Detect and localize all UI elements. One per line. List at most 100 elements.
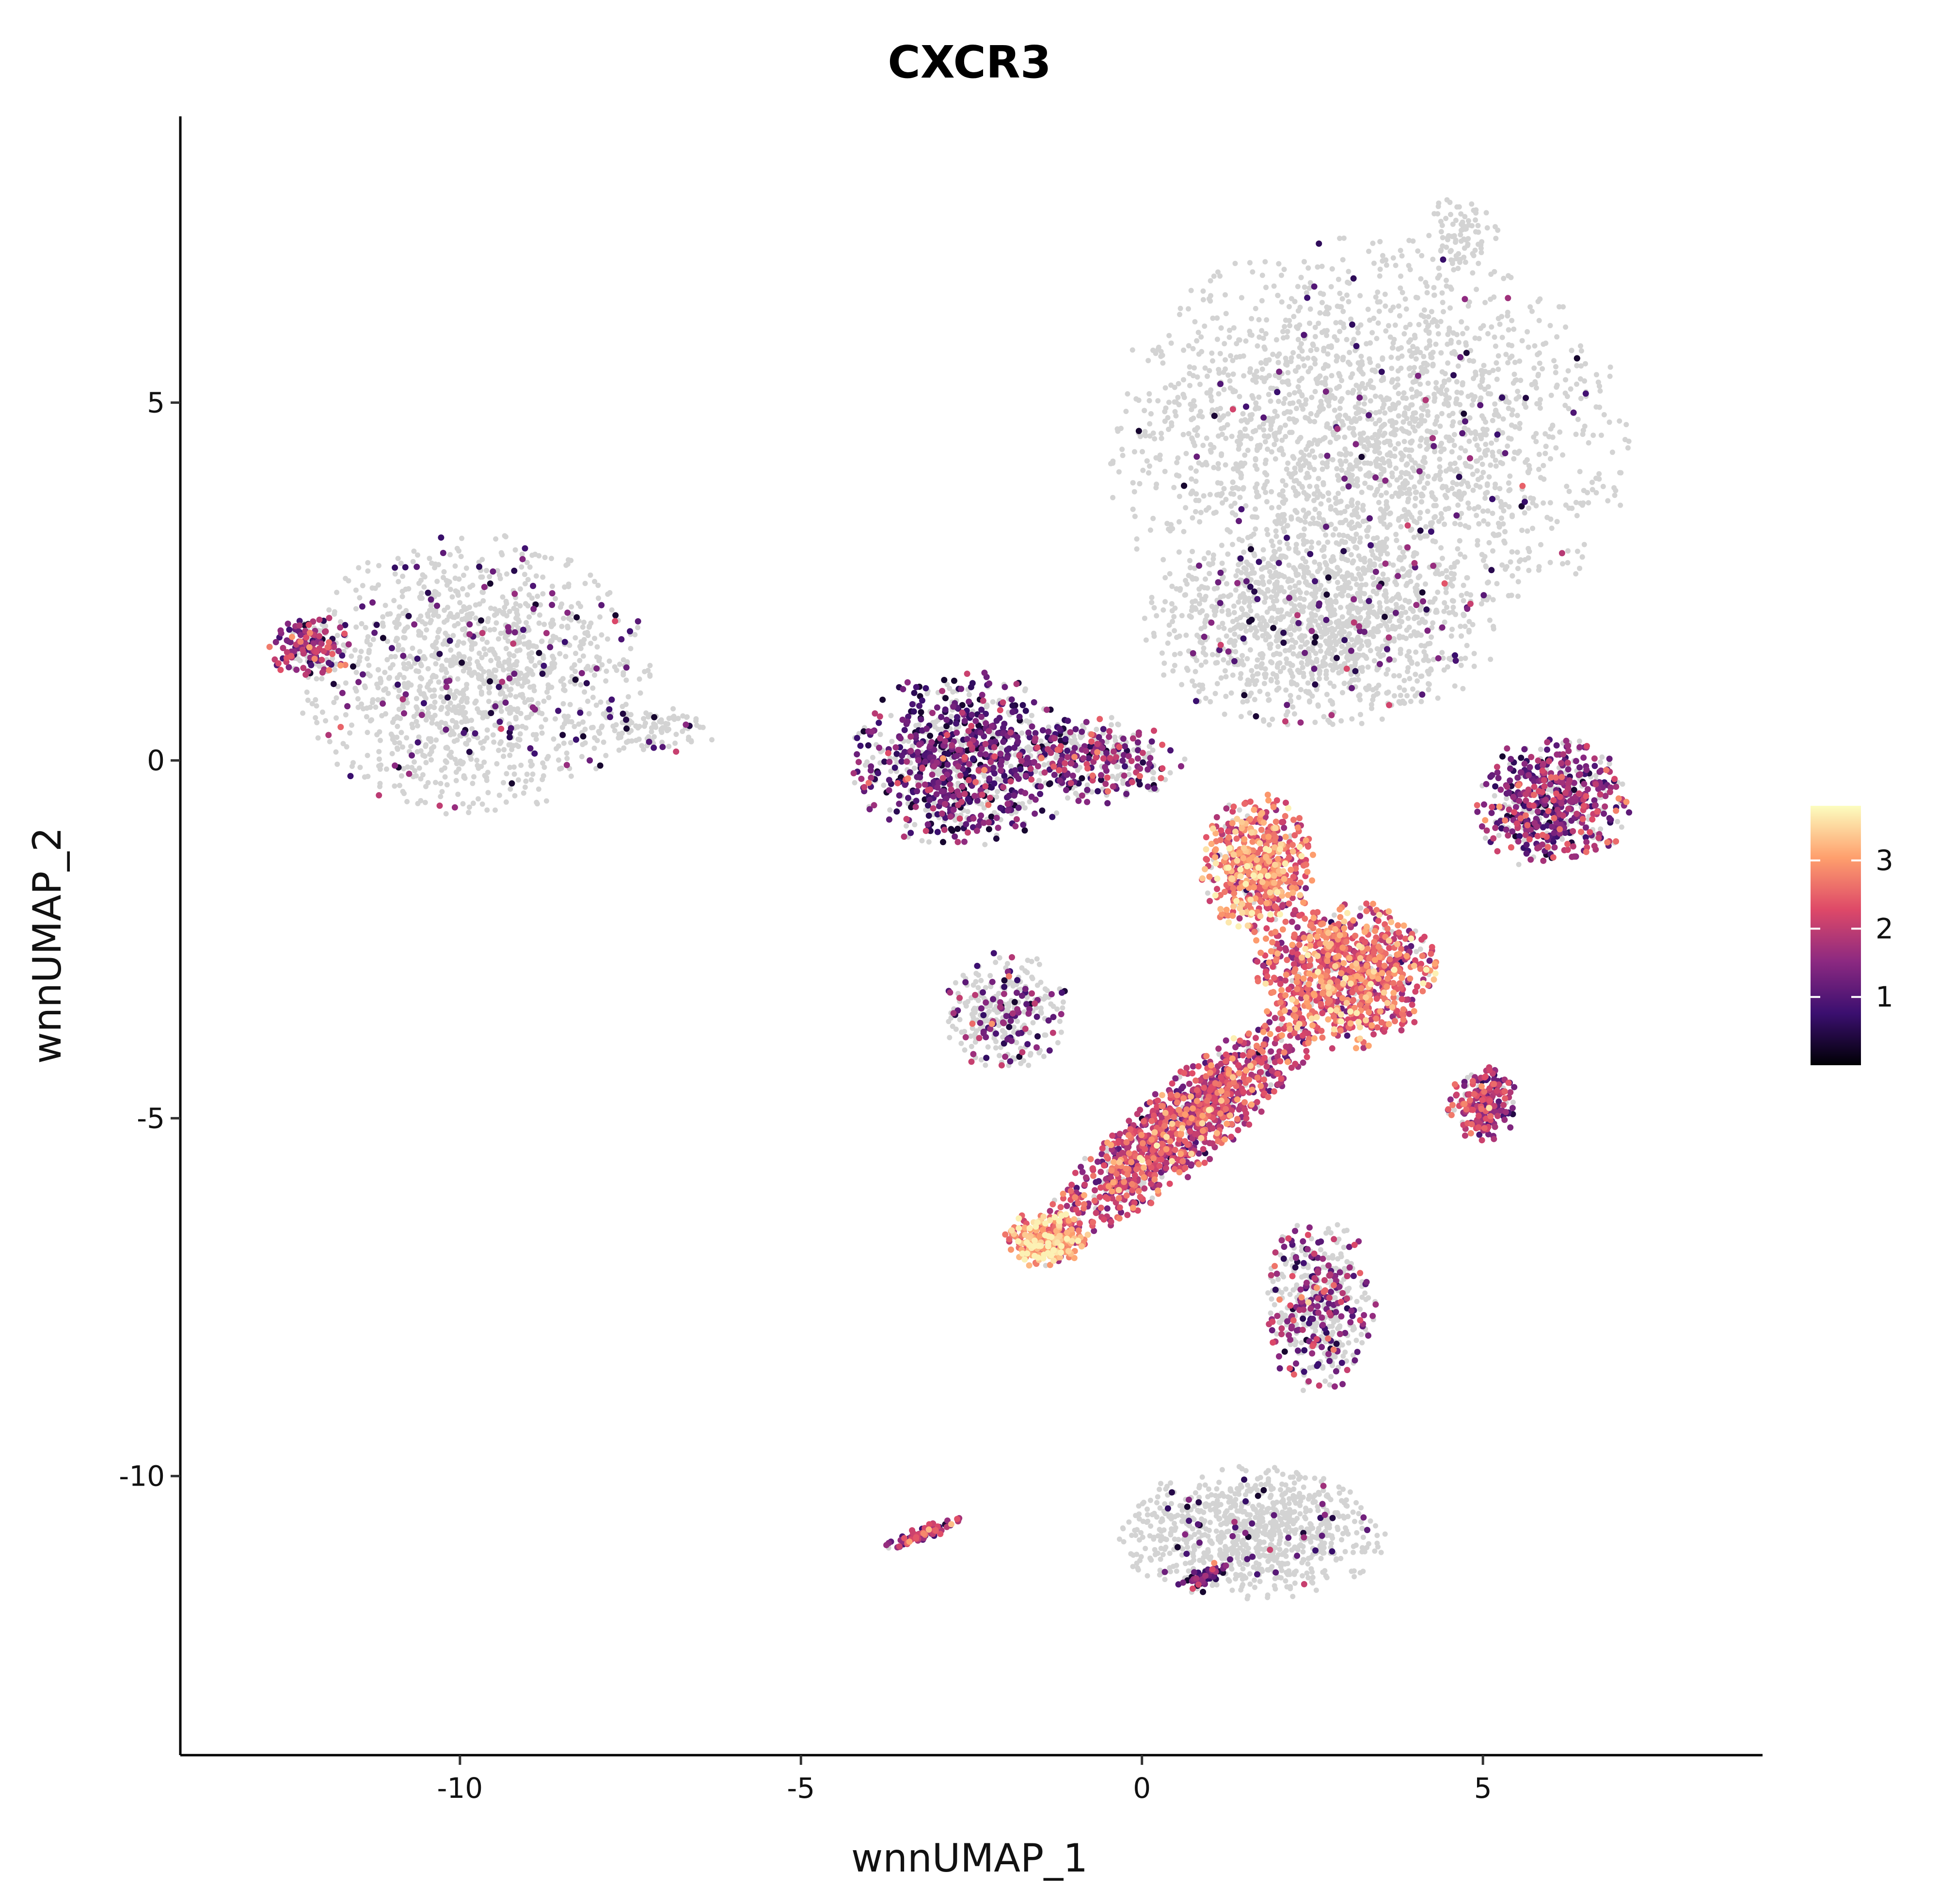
cell-point-background: [628, 646, 634, 652]
cell-point-background: [1358, 369, 1364, 374]
cell-point-background: [408, 743, 414, 749]
cell-point-background: [1500, 521, 1506, 527]
cell-point-background: [469, 718, 474, 723]
cell-point-background: [1181, 528, 1187, 534]
cell-point-background: [1172, 384, 1177, 390]
cell-point-background: [1361, 565, 1366, 571]
cell-point-background: [1339, 419, 1345, 424]
cell-point-background: [568, 773, 574, 779]
cell-point-background: [636, 736, 642, 742]
cell-point-background: [1457, 522, 1463, 528]
cell-point-background: [1241, 433, 1247, 439]
cell-point-background: [1136, 398, 1142, 403]
cell-point-background: [1319, 330, 1325, 336]
cell-point-background: [1452, 461, 1458, 466]
cell-point-background: [442, 765, 447, 771]
cell-point-background: [454, 724, 460, 730]
cell-point-background: [1254, 664, 1259, 670]
cell-point-background: [1194, 632, 1200, 638]
cell-point-background: [452, 660, 458, 666]
cell-point-background: [572, 662, 577, 668]
cell-point-background: [370, 637, 376, 642]
cell-point-background: [314, 720, 320, 725]
cell-point-background: [561, 615, 566, 621]
cell-point-background: [1300, 484, 1305, 490]
cell-point-background: [1492, 485, 1498, 491]
cell-point-background: [623, 677, 629, 683]
cell-point-background: [1160, 557, 1166, 562]
cell-point-background: [1169, 601, 1175, 607]
cell-point-background: [357, 655, 363, 660]
cell-point-background: [1319, 663, 1325, 669]
cell-point-background: [1466, 505, 1472, 511]
cell-point-background: [370, 697, 376, 703]
cell-point-background: [1372, 368, 1378, 373]
cell-point-background: [1566, 489, 1572, 494]
cell-point-background: [1392, 579, 1398, 585]
cell-point-background: [565, 624, 571, 629]
cell-point-background: [1589, 487, 1595, 493]
cell-point-background: [1399, 470, 1404, 476]
cell-point-background: [441, 699, 446, 704]
cell-point-background: [484, 735, 490, 741]
cell-point-background: [1483, 210, 1489, 216]
cell-point-background: [398, 730, 404, 736]
cell-point-background: [599, 662, 605, 668]
cell-point-background: [1235, 438, 1240, 444]
cell-point-background: [1140, 467, 1146, 473]
cell-point-background: [1421, 307, 1427, 313]
cell-point-background: [1274, 679, 1280, 685]
cell-point-background: [551, 736, 556, 742]
cell-point-background: [580, 641, 586, 647]
cell-point-background: [454, 545, 460, 551]
cell-point-background: [1217, 417, 1223, 423]
cell-point-background: [1324, 333, 1330, 338]
cell-point-background: [1228, 690, 1234, 696]
cell-point-background: [1396, 556, 1402, 562]
cell-point-background: [1494, 581, 1500, 587]
cell-point-background: [1129, 347, 1135, 353]
cell-point-background: [1199, 584, 1205, 590]
cell-point-background: [1554, 334, 1560, 340]
cell-point-background: [422, 800, 428, 805]
cell-point-background: [1414, 520, 1420, 526]
cell-point-background: [1295, 308, 1301, 314]
cell-point-background: [1618, 470, 1624, 476]
cell-point-background: [1412, 550, 1418, 556]
cell-point-background: [1455, 502, 1461, 508]
cell-point-background: [404, 666, 409, 672]
cell-point-background: [1446, 402, 1451, 408]
cell-point-background: [1295, 384, 1301, 390]
cell-point-background: [1509, 353, 1515, 359]
cell-point-background: [1401, 687, 1407, 693]
cell-point-background: [1259, 574, 1265, 580]
cell-point-background: [1337, 520, 1343, 526]
cell-point-background: [1208, 298, 1213, 304]
cell-point-background: [431, 612, 436, 618]
cell-point-background: [1317, 438, 1323, 444]
cell-point-background: [529, 595, 535, 601]
cell-point-background: [1557, 304, 1562, 310]
cell-point-background: [1532, 343, 1538, 349]
cell-point-background: [1384, 395, 1390, 401]
cell-point-background: [1353, 463, 1359, 469]
cell-point-background: [505, 638, 511, 644]
cell-point-background: [364, 705, 370, 711]
cell-point-background: [581, 620, 587, 625]
cell-point-background: [522, 784, 528, 790]
cell-point-background: [1374, 629, 1380, 635]
cell-point-background: [1230, 672, 1236, 678]
cell-point-background: [592, 636, 598, 641]
cell-point-background: [1361, 430, 1366, 436]
cell-point-background: [525, 576, 531, 582]
cell-point-background: [1397, 313, 1402, 319]
cell-point-background: [1606, 419, 1612, 425]
cell-point-background: [1514, 413, 1520, 418]
cell-point-background: [1162, 385, 1168, 391]
cell-point-background: [1519, 528, 1525, 533]
cell-point-background: [1324, 304, 1330, 310]
cell-point-background: [1597, 388, 1603, 394]
cell-point-background: [1333, 526, 1338, 532]
cell-point-background: [1197, 639, 1203, 645]
cell-point-background: [1221, 369, 1226, 375]
